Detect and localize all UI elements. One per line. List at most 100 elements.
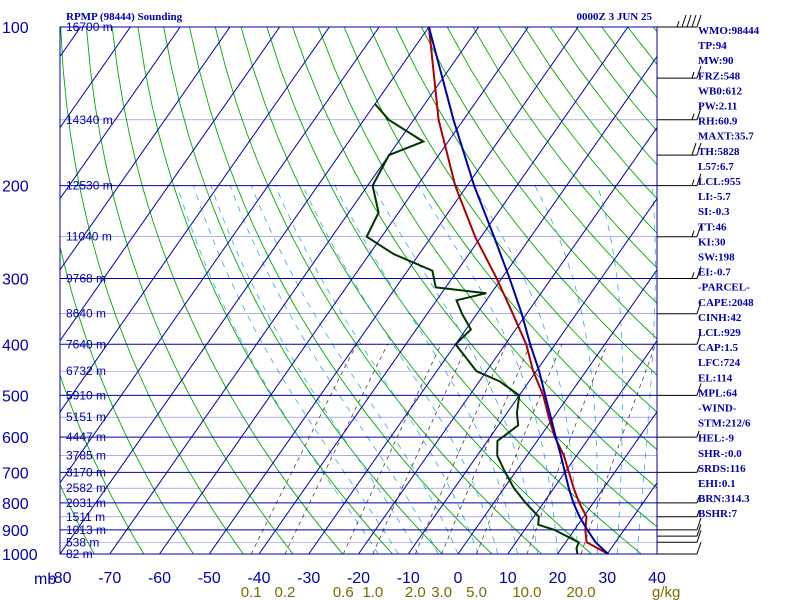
- height-label: 11040 m: [66, 230, 112, 244]
- isotherm-line: [60, 27, 281, 342]
- temperature-tick-label: -30: [297, 570, 320, 587]
- wind-barb-tick: [696, 523, 702, 537]
- height-label: 6732 m: [66, 364, 106, 378]
- isotherm-line: [60, 27, 131, 129]
- height-label: 2031 m: [66, 496, 106, 510]
- isotherm-line: [507, 339, 657, 554]
- pressure-tick-label: 400: [2, 337, 29, 354]
- stability-index: PW:2.11: [698, 101, 737, 113]
- temperature-profile: [427, 27, 609, 554]
- height-label: 3170 m: [66, 465, 106, 479]
- wind-barb: [657, 224, 702, 238]
- height-label: 2582 m: [66, 481, 106, 495]
- wind-barb-half-tick: [691, 272, 695, 279]
- height-label: 7640 m: [66, 337, 106, 351]
- wind-barb: [657, 173, 702, 187]
- stability-index: EHI:0.1: [698, 478, 736, 490]
- stability-index: LCL:955: [698, 176, 741, 188]
- isotherm-line: [407, 197, 657, 554]
- height-label: 12530 m: [66, 179, 113, 193]
- mixing-ratio-tick-label: 3.0: [431, 584, 452, 600]
- pressure-tick-label: 800: [2, 496, 29, 513]
- wind-barb-tick: [696, 332, 702, 345]
- temperature-tick-label: -40: [247, 570, 270, 587]
- wind-barb-tick: [691, 142, 697, 156]
- temperature-tick-label: -20: [347, 570, 370, 587]
- wind-barb-tick: [696, 107, 702, 120]
- height-label: 82 m: [66, 547, 93, 561]
- plot-frame: [59, 26, 658, 555]
- stability-index: CAPE:2048: [698, 297, 754, 309]
- stability-index: EL:114: [698, 372, 733, 384]
- stability-index: MPL:64: [698, 387, 738, 399]
- parcel-profile: [427, 27, 609, 554]
- height-label: 16700 m: [66, 20, 113, 34]
- wind-barb-tick: [696, 301, 702, 314]
- stability-index: SHR-:0.0: [698, 448, 742, 460]
- stability-index: L57:6.7: [698, 161, 734, 173]
- mixing-ratio-tick-label: 1.0: [362, 584, 383, 600]
- stability-index: LI:-5.7: [698, 191, 731, 203]
- wind-barb: [657, 517, 702, 531]
- stability-index: RH:60.9: [698, 116, 738, 128]
- height-label: 8640 m: [66, 307, 106, 321]
- mixing-ratio-tick-label: 20.0: [566, 584, 595, 600]
- temperature-tick-label: -50: [198, 570, 221, 587]
- height-label: 5910 m: [66, 388, 106, 402]
- stability-index: LCL:929: [698, 327, 741, 339]
- wind-barb-tick: [696, 541, 702, 555]
- stability-index: EI:-0.7: [698, 267, 731, 279]
- isotherm-line: [60, 27, 430, 554]
- isotherm-line: [60, 27, 231, 271]
- wind-barb-tick: [696, 65, 702, 79]
- mixing-ratio-tick-label: 0.6: [333, 584, 354, 600]
- wind-barb: [657, 510, 700, 518]
- stability-index: -PARCEL-: [698, 282, 750, 294]
- temperature-tick-label: -60: [148, 570, 171, 587]
- temperature-tick-label: -10: [397, 570, 420, 587]
- stability-index: BRN:314.3: [698, 493, 750, 505]
- stability-index: STM:212/6: [698, 418, 751, 430]
- isotherm-line: [159, 27, 529, 554]
- wind-barb-tick: [696, 517, 702, 531]
- wind-barb-half-tick: [691, 113, 695, 120]
- height-label: 538 m: [66, 535, 99, 549]
- isotherm-line: [457, 268, 657, 554]
- wind-barb: [657, 65, 702, 79]
- mixing-ratio-tick-label: 0.2: [275, 584, 296, 600]
- temperature-tick-label: -70: [98, 570, 121, 587]
- wind-barb: [657, 107, 702, 121]
- isotherm-line: [109, 27, 480, 554]
- stability-index: CAP:1.5: [698, 342, 739, 354]
- isobar-lines: [60, 26, 657, 555]
- sounding-profiles: [365, 27, 609, 554]
- isotherm-line: [258, 27, 629, 554]
- wind-barb-tick: [686, 14, 692, 28]
- mixing-ratio-tick-label: 5.0: [466, 584, 487, 600]
- height-label: 3785 m: [66, 448, 106, 462]
- wind-barb: [657, 301, 702, 315]
- height-label: 9768 m: [66, 271, 106, 285]
- stability-index: LFC:724: [698, 357, 741, 369]
- moist-adiabat-line: [193, 185, 399, 554]
- wind-barb-tick: [696, 173, 702, 186]
- wind-barb-half-tick: [696, 496, 700, 504]
- mixing-ratio-tick-label: 0.1: [241, 584, 262, 600]
- wind-barb-half-tick: [676, 20, 680, 28]
- pressure-tick-label: 600: [2, 430, 29, 447]
- temperature-tick-label: 20: [549, 570, 567, 587]
- stability-index: CINH:42: [698, 312, 742, 324]
- wind-barb-tick: [696, 266, 702, 279]
- stability-indices: WMO:98444 TP:94 MW:90 FRZ:548 WB0:612 PW:2.11…: [698, 25, 760, 520]
- pressure-tick-label: 700: [2, 465, 29, 482]
- wind-barb-half-tick: [696, 466, 700, 473]
- isotherm-line: [358, 126, 657, 554]
- wind-barb-half-tick: [691, 179, 695, 186]
- stability-index: TT:46: [698, 221, 727, 233]
- stability-index: MW:90: [698, 55, 734, 67]
- wind-barb: [657, 332, 702, 345]
- isotherm-line: [557, 410, 657, 554]
- stability-index: FRZ:548: [698, 70, 741, 82]
- wind-barb: [657, 14, 702, 28]
- wind-barb: [657, 523, 702, 537]
